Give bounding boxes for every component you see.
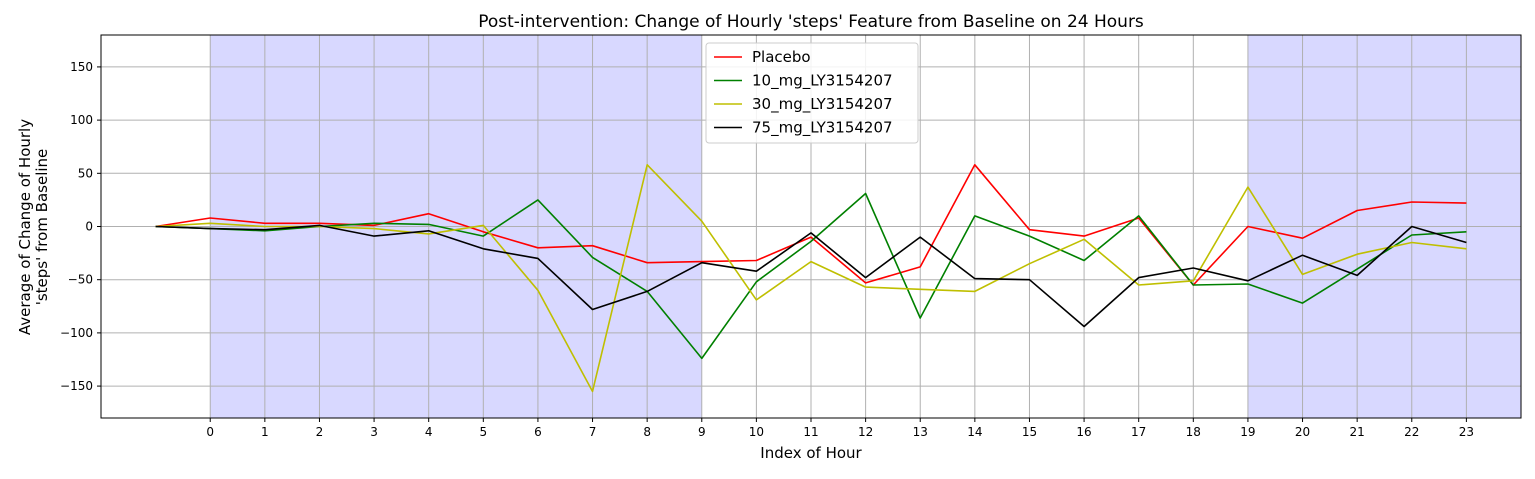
x-tick-label: 16 [1076, 425, 1091, 439]
series-lines [155, 164, 1467, 393]
x-tick-label: 1 [261, 425, 269, 439]
y-tick-label: 100 [70, 113, 93, 127]
y-tick-label: 150 [70, 60, 93, 74]
y-axis-label-line-2: 'steps' from Baseline [33, 149, 51, 306]
chart-title: Post-intervention: Change of Hourly 'ste… [478, 12, 1144, 32]
legend-label: Placebo [752, 48, 811, 66]
x-tick-label: 12 [858, 425, 873, 439]
x-tick-label: 20 [1295, 425, 1310, 439]
y-tick-label: −150 [60, 379, 93, 393]
series-line-1 [155, 192, 1467, 360]
x-tick-label: 5 [479, 425, 487, 439]
x-tick-label: 0 [206, 425, 214, 439]
x-tick-label: 17 [1131, 425, 1146, 439]
y-tick-label: 0 [85, 220, 93, 234]
series-line-0 [155, 164, 1467, 286]
x-tick-label: 13 [913, 425, 928, 439]
x-tick-label: 9 [698, 425, 706, 439]
y-tick-label: 50 [78, 166, 93, 180]
x-tick-label: 4 [425, 425, 433, 439]
y-tick-label: −100 [60, 326, 93, 340]
x-tick-label: 19 [1240, 425, 1255, 439]
x-tick-label: 21 [1350, 425, 1365, 439]
y-axis-label-line-1: Average of Change of Hourly [16, 119, 34, 335]
x-tick-label: 10 [749, 425, 764, 439]
grid-lines [101, 35, 1521, 418]
x-tick-label: 8 [643, 425, 651, 439]
series-line-3 [155, 224, 1467, 328]
legend-box [705, 42, 919, 144]
x-axis-label: Index of Hour [760, 444, 862, 462]
legend-label: 30_mg_LY3154207 [752, 95, 893, 114]
y-axis-ticks: −150 −100 −50 0 50 100 150 [60, 60, 101, 393]
x-tick-label: 6 [534, 425, 542, 439]
x-tick-label: 22 [1404, 425, 1419, 439]
x-tick-label: 2 [316, 425, 324, 439]
x-tick-label: 3 [370, 425, 378, 439]
x-axis-ticks: 0 1 2 3 4 5 6 7 8 9 10 11 12 13 14 15 16 17 18 19 20 21 22 23 [206, 418, 1474, 439]
x-tick-label: 18 [1186, 425, 1201, 439]
legend-label: 75_mg_LY3154207 [752, 119, 893, 138]
x-tick-label: 14 [967, 425, 982, 439]
y-tick-label: −50 [68, 273, 93, 287]
x-tick-label: 11 [803, 425, 818, 439]
legend: Placebo 10_mg_LY3154207 30_mg_LY3154207 75_… [705, 42, 919, 144]
x-tick-label: 7 [589, 425, 597, 439]
x-tick-label: 23 [1459, 425, 1474, 439]
legend-label: 10_mg_LY3154207 [752, 72, 893, 91]
series-line-2 [155, 164, 1467, 393]
x-tick-label: 15 [1022, 425, 1037, 439]
